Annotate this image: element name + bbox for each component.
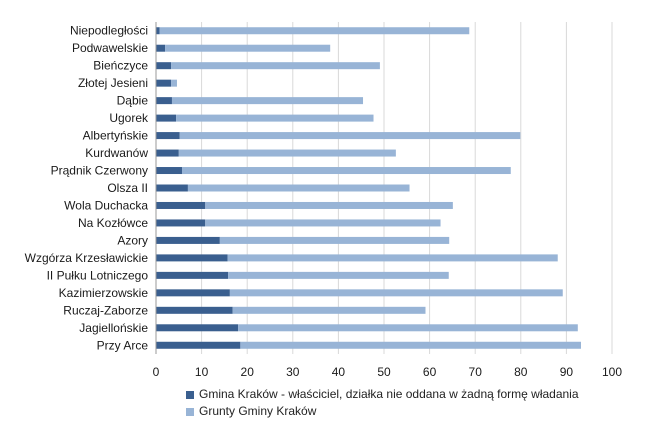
- bar-segment-series-2: [171, 79, 177, 87]
- bar-segment-series-1: [156, 306, 233, 314]
- bar-segment-series-2: [171, 97, 364, 105]
- x-tick-label: 70: [469, 365, 483, 379]
- bar-segment-series-2: [181, 167, 511, 175]
- bar-segment-series-2: [205, 219, 441, 227]
- bar-segment-series-2: [227, 254, 558, 262]
- bar-segment-series-2: [232, 306, 426, 314]
- bar-segment-series-2: [228, 271, 449, 279]
- legend-item-series-2: Grunty Gminy Kraków: [186, 403, 579, 420]
- category-label: Dąbie: [117, 94, 149, 108]
- x-tick-label: 20: [241, 365, 255, 379]
- bar-segment-series-1: [156, 184, 188, 192]
- bar-segment-series-2: [179, 132, 521, 140]
- bar-segment-series-1: [156, 149, 179, 157]
- bar-segment-series-1: [156, 341, 241, 349]
- category-label: Wzgórza Krzesławickie: [25, 251, 149, 265]
- bar-segment-series-1: [156, 236, 220, 244]
- bar-segment-series-2: [171, 62, 380, 70]
- category-label: Podwawelskie: [72, 41, 148, 55]
- bar-segment-series-1: [156, 27, 160, 35]
- legend-label-series-1: Gmina Kraków - właściciel, działka nie o…: [199, 387, 579, 401]
- bar-segment-series-1: [156, 289, 230, 297]
- category-label: Ugorek: [109, 111, 149, 125]
- bar-segment-series-2: [178, 149, 396, 157]
- bar-segment-series-1: [156, 62, 172, 70]
- bar-segment-series-2: [159, 27, 470, 35]
- bar-group: [156, 27, 581, 349]
- category-label: Ruczaj-Zaborze: [63, 303, 148, 317]
- bar-segment-series-2: [205, 201, 453, 209]
- bar-segment-series-1: [156, 114, 177, 122]
- category-label: Przy Arce: [97, 338, 149, 352]
- category-label: Jagiellońskie: [79, 321, 148, 335]
- x-tick-label: 100: [602, 365, 622, 379]
- x-tick-label: 60: [423, 365, 437, 379]
- category-label: Niepodległości: [70, 24, 148, 38]
- x-tick-label: 50: [377, 365, 391, 379]
- category-label: Na Kozłówce: [78, 216, 148, 230]
- category-label: Azory: [117, 233, 148, 247]
- legend-label-series-2: Grunty Gminy Kraków: [199, 404, 317, 418]
- bar-segment-series-1: [156, 44, 166, 52]
- legend: Gmina Kraków - właściciel, działka nie o…: [186, 386, 579, 420]
- category-labels: Niepodległości Podwawelskie Bieńczyce Złote…: [25, 24, 149, 353]
- category-label: Złotej Jesieni: [78, 76, 148, 90]
- legend-item-series-1: Gmina Kraków - właściciel, działka nie o…: [186, 386, 579, 403]
- x-tick-label: 40: [332, 365, 346, 379]
- legend-swatch-series-1: [186, 390, 194, 399]
- bar-segment-series-1: [156, 219, 206, 227]
- x-tick-label: 90: [560, 365, 574, 379]
- bar-segment-series-1: [156, 254, 228, 262]
- bar-segment-series-2: [229, 289, 563, 297]
- bar-segment-series-1: [156, 132, 180, 140]
- bar-segment-series-2: [238, 324, 578, 332]
- x-tick-labels: 0 10 20 30 40 50 60 70 80 90 100: [153, 365, 623, 379]
- bar-segment-series-2: [165, 44, 331, 52]
- bar-segment-series-1: [156, 271, 229, 279]
- x-tick-label: 30: [286, 365, 300, 379]
- category-label: II Pułku Lotniczego: [47, 268, 149, 282]
- category-label: Prądnik Czerwony: [51, 164, 148, 178]
- category-label: Albertyńskie: [83, 129, 149, 143]
- bar-segment-series-1: [156, 201, 206, 209]
- x-tick-label: 10: [195, 365, 209, 379]
- bar-segment-series-1: [156, 167, 182, 175]
- bar-segment-series-2: [219, 236, 450, 244]
- category-label: Kazimierzowskie: [59, 286, 149, 300]
- category-label: Wola Duchacka: [64, 198, 148, 212]
- bar-segment-series-1: [156, 97, 172, 105]
- x-tick-label: 0: [153, 365, 160, 379]
- bar-segment-series-2: [176, 114, 374, 122]
- bar-segment-series-2: [240, 341, 581, 349]
- category-label: Olsza II: [107, 181, 148, 195]
- x-tick-label: 80: [514, 365, 528, 379]
- bar-segment-series-1: [156, 79, 172, 87]
- bar-segment-series-1: [156, 324, 239, 332]
- category-label: Kurdwanów: [85, 146, 148, 160]
- category-label: Bieńczyce: [93, 59, 148, 73]
- bar-segment-series-2: [187, 184, 410, 192]
- legend-swatch-series-2: [186, 407, 194, 416]
